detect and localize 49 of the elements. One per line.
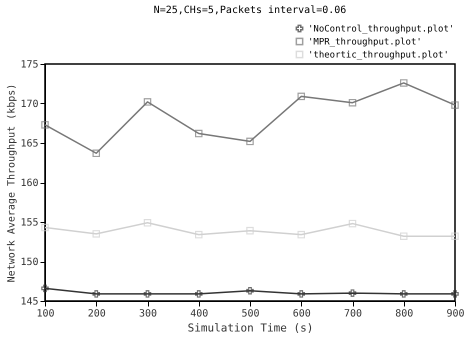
point xyxy=(451,290,459,298)
point xyxy=(194,230,203,238)
point xyxy=(297,290,306,298)
chart-title: N=25,CHs=5,Packets interval=0.06 xyxy=(154,5,346,16)
point xyxy=(144,290,152,298)
point xyxy=(400,290,408,298)
legend-label: 'theortic_throughput.plot' xyxy=(308,50,449,60)
y-tick-label: 145 xyxy=(20,296,38,308)
point xyxy=(348,289,356,297)
point xyxy=(92,150,100,158)
y-tick-label: 175 xyxy=(20,60,38,70)
y-tick-label: 150 xyxy=(20,257,38,268)
point xyxy=(400,232,408,240)
point xyxy=(41,121,49,129)
legend-label: 'NoControl_throughput.plot' xyxy=(308,24,454,34)
x-tick-label: 600 xyxy=(292,308,311,320)
point xyxy=(246,286,254,294)
y-tick-label: 155 xyxy=(20,218,38,228)
point xyxy=(297,230,306,238)
x-tick-label: 700 xyxy=(344,308,362,320)
x-tick-label: 300 xyxy=(138,308,158,320)
point xyxy=(194,290,203,298)
point xyxy=(41,284,49,292)
point xyxy=(144,98,152,106)
y-tick-label: 170 xyxy=(20,99,38,110)
point xyxy=(92,290,100,298)
point xyxy=(194,130,203,138)
x-tick-label: 400 xyxy=(190,308,208,320)
x-axis-title: Simulation Time (s) xyxy=(188,322,314,334)
point xyxy=(92,230,100,238)
x-tick-label: 100 xyxy=(36,308,55,320)
y-tick-label: 165 xyxy=(20,138,38,150)
y-axis-title: Network Average Throughput (kbps) xyxy=(6,84,18,282)
x-tick-label: 900 xyxy=(446,308,465,320)
point xyxy=(348,98,356,106)
point xyxy=(41,224,49,232)
point xyxy=(246,138,254,146)
legend-label: 'MPR_throughput.plot' xyxy=(308,38,422,48)
x-tick-label: 200 xyxy=(88,308,106,320)
y-tick-label: 160 xyxy=(20,178,38,189)
point xyxy=(144,219,152,227)
x-tick-label: 500 xyxy=(241,308,260,320)
point xyxy=(348,220,356,228)
x-tick-label: 800 xyxy=(395,308,414,320)
point xyxy=(297,92,306,100)
point xyxy=(400,79,408,87)
point xyxy=(451,101,459,109)
point xyxy=(246,226,254,234)
point xyxy=(451,232,459,240)
